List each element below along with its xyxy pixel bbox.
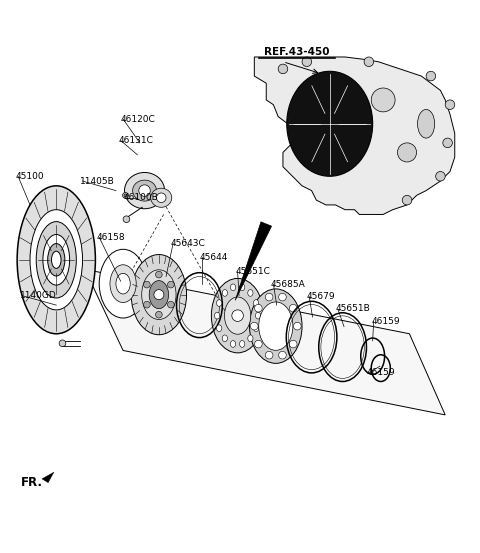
- Ellipse shape: [259, 302, 293, 351]
- Ellipse shape: [418, 109, 435, 138]
- Text: FR.: FR.: [21, 476, 42, 489]
- Circle shape: [168, 301, 174, 308]
- Text: 11405B: 11405B: [80, 176, 115, 186]
- Polygon shape: [85, 269, 445, 415]
- Text: 45679: 45679: [307, 292, 336, 301]
- Text: 45644: 45644: [199, 253, 228, 262]
- Circle shape: [232, 310, 243, 321]
- Ellipse shape: [131, 254, 187, 335]
- Ellipse shape: [250, 289, 302, 363]
- Circle shape: [364, 57, 373, 66]
- Ellipse shape: [110, 265, 136, 302]
- Ellipse shape: [17, 186, 96, 334]
- Ellipse shape: [253, 300, 259, 306]
- Ellipse shape: [51, 251, 61, 268]
- Ellipse shape: [240, 341, 245, 347]
- Circle shape: [59, 340, 66, 347]
- Text: 46100B: 46100B: [123, 193, 158, 202]
- Circle shape: [426, 71, 436, 81]
- Circle shape: [123, 216, 130, 222]
- Ellipse shape: [248, 335, 253, 342]
- Circle shape: [443, 138, 452, 148]
- Circle shape: [254, 304, 262, 312]
- Ellipse shape: [48, 243, 65, 276]
- Circle shape: [371, 88, 395, 112]
- Ellipse shape: [43, 234, 70, 285]
- Circle shape: [278, 64, 288, 74]
- Text: 46131C: 46131C: [118, 136, 153, 145]
- Circle shape: [397, 143, 417, 162]
- Text: REF.43-450: REF.43-450: [264, 47, 329, 57]
- Text: 46159: 46159: [371, 317, 400, 326]
- Ellipse shape: [149, 280, 168, 309]
- Ellipse shape: [116, 273, 130, 294]
- Ellipse shape: [36, 222, 76, 298]
- Circle shape: [144, 281, 150, 288]
- Circle shape: [302, 57, 312, 66]
- Ellipse shape: [30, 210, 83, 310]
- Ellipse shape: [253, 325, 259, 332]
- Polygon shape: [235, 222, 272, 300]
- Text: 46159: 46159: [366, 368, 395, 377]
- Circle shape: [144, 301, 150, 308]
- Circle shape: [124, 194, 127, 197]
- Ellipse shape: [222, 335, 228, 342]
- Circle shape: [156, 272, 162, 278]
- Text: 45685A: 45685A: [271, 280, 306, 289]
- Ellipse shape: [211, 278, 264, 353]
- Polygon shape: [254, 57, 455, 215]
- Ellipse shape: [255, 312, 261, 319]
- Ellipse shape: [151, 188, 172, 207]
- Circle shape: [278, 351, 286, 359]
- Ellipse shape: [287, 71, 372, 176]
- Circle shape: [254, 340, 262, 348]
- Circle shape: [139, 185, 150, 196]
- Circle shape: [402, 195, 412, 205]
- Ellipse shape: [248, 290, 253, 296]
- Text: 45643C: 45643C: [171, 238, 205, 248]
- Circle shape: [265, 293, 273, 301]
- Text: 45651B: 45651B: [336, 305, 370, 314]
- Ellipse shape: [99, 249, 147, 318]
- Circle shape: [122, 192, 128, 198]
- Polygon shape: [42, 472, 54, 483]
- Circle shape: [278, 293, 286, 301]
- Circle shape: [251, 322, 258, 330]
- Ellipse shape: [216, 300, 222, 306]
- Text: 45651C: 45651C: [235, 267, 270, 276]
- Ellipse shape: [240, 284, 245, 291]
- Circle shape: [445, 100, 455, 109]
- Ellipse shape: [215, 312, 220, 319]
- Ellipse shape: [132, 180, 156, 201]
- Circle shape: [154, 290, 164, 300]
- Circle shape: [156, 311, 162, 318]
- Circle shape: [265, 351, 273, 359]
- Circle shape: [289, 340, 297, 348]
- Circle shape: [436, 171, 445, 181]
- Circle shape: [289, 304, 297, 312]
- Text: 1140GD: 1140GD: [20, 291, 56, 300]
- Ellipse shape: [225, 297, 251, 334]
- Text: 46120C: 46120C: [120, 114, 156, 123]
- Ellipse shape: [230, 341, 236, 347]
- Text: 46158: 46158: [97, 233, 125, 242]
- Ellipse shape: [230, 284, 236, 291]
- Ellipse shape: [216, 325, 222, 332]
- Text: 45100: 45100: [16, 172, 44, 181]
- Circle shape: [156, 193, 166, 202]
- Ellipse shape: [222, 290, 228, 296]
- Circle shape: [293, 322, 301, 330]
- Ellipse shape: [142, 270, 176, 320]
- Circle shape: [168, 281, 174, 288]
- Ellipse shape: [124, 173, 165, 208]
